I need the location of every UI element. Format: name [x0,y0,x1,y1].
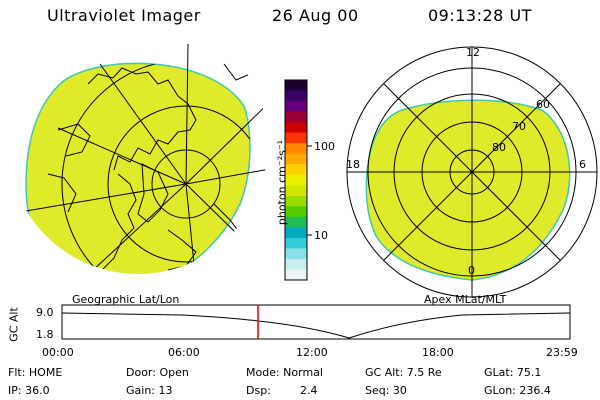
colorbar-tick-label-10: 10 [314,229,328,242]
glon-info: GLon: 236.4 [484,384,551,397]
seq-info: Seq: 30 [365,384,407,397]
flight-info: Flt: HOME [8,366,63,379]
time-tick-1: 06:00 [168,346,200,359]
colorbar-step [285,258,307,270]
altitude-plot [61,304,571,340]
polar-emission-fill [365,99,571,281]
colorbar-step [285,237,307,249]
altitude-tick-top: 9.0 [36,306,54,319]
altitude-axis-label: GC Alt [7,307,21,342]
gain-info: Gain: 13 [126,384,173,397]
colorbar-step [285,195,307,207]
mlat-label-70: 70 [512,120,526,133]
mlat-label-60: 60 [536,98,550,111]
colorbar-unit-label: photon cm⁻²s⁻¹ [275,139,289,226]
door-info: Door: Open [126,366,189,379]
dsp-label: Dsp: [246,384,271,397]
time-tick-2: 12:00 [296,346,328,359]
mlt-label-0: 0 [468,264,475,277]
colorbar-step [285,164,307,176]
colorbar-step [285,174,307,186]
geographic-emission-fill [25,62,251,274]
colorbar [284,79,312,281]
time-tick-4: 23:59 [546,346,578,359]
colorbar-step [285,269,307,281]
colorbar-tick-label-100: 100 [314,140,335,153]
mlt-label-6: 6 [579,158,586,171]
polar-map [346,46,598,298]
time-tick-3: 18:00 [422,346,454,359]
colorbar-step [285,122,307,134]
colorbar-step [285,111,307,123]
colorbar-step [285,216,307,228]
colorbar-step [285,248,307,260]
glat-info: GLat: 75.1 [484,366,542,379]
geographic-map [8,43,268,274]
colorbar-step [285,90,307,102]
ip-info: IP: 36.0 [8,384,50,397]
apex-caption: Apex MLat/MLT [424,293,507,306]
colorbar-step [285,143,307,155]
header-time: 09:13:28 UT [428,6,532,25]
colorbar-step [285,132,307,144]
mlt-label-18: 18 [346,158,360,171]
colorbar-step [285,153,307,165]
mode-info: Mode: Normal [246,366,323,379]
altitude-curve [61,312,571,339]
altitude-tick-bottom: 1.8 [36,328,54,341]
mlt-label-12: 12 [466,46,480,59]
colorbar-step [285,101,307,113]
header-date: 26 Aug 00 [272,6,359,25]
time-tick-0: 00:00 [42,346,74,359]
colorbar-step [285,80,307,92]
colorbar-step [285,227,307,239]
gc-alt-info: GC Alt: 7.5 Re [365,366,442,379]
colorbar-step [285,185,307,197]
colorbar-step [285,206,307,218]
instrument-title: Ultraviolet Imager [47,6,201,25]
geographic-caption: Geographic Lat/Lon [72,293,180,306]
mlat-label-80: 80 [492,141,506,154]
dsp-value: 2.4 [300,384,318,397]
